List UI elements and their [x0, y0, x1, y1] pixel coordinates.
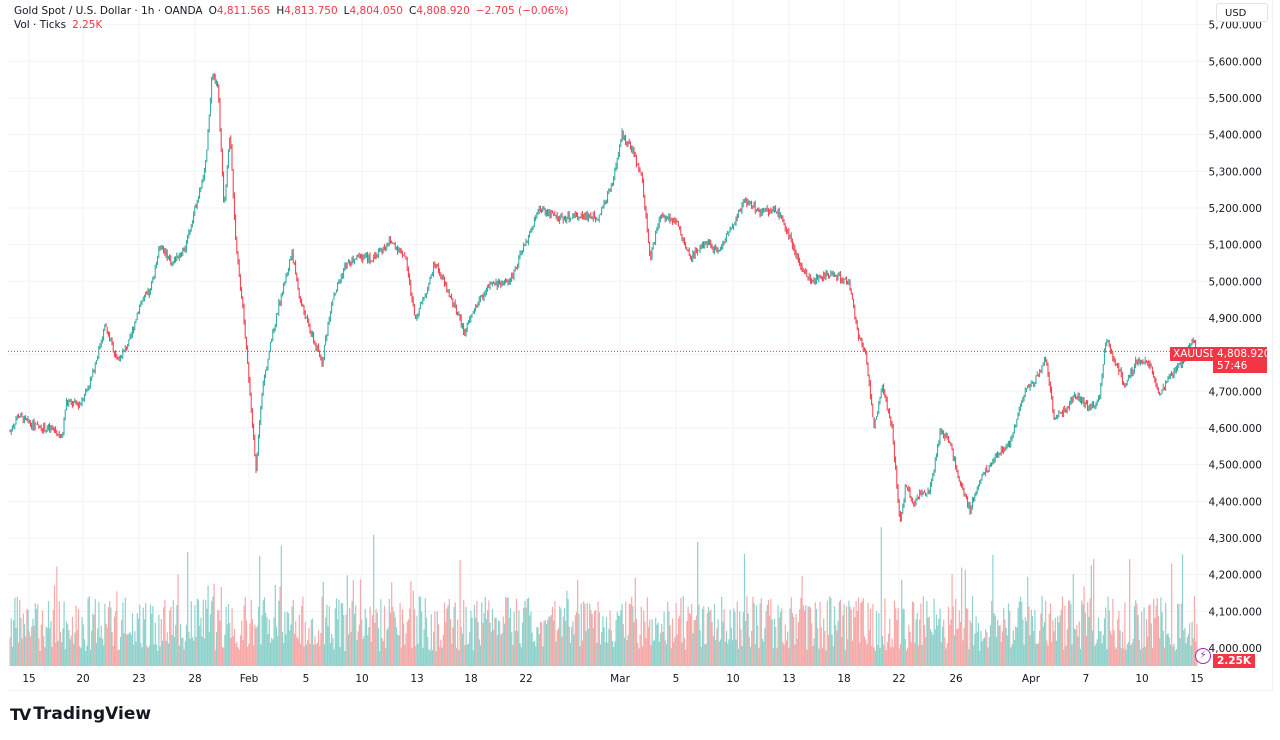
- high-label: H: [276, 5, 285, 17]
- svg-text:15: 15: [1190, 673, 1203, 685]
- svg-text:4,900.000: 4,900.000: [1209, 313, 1262, 325]
- price-candles: [9, 73, 1198, 523]
- svg-text:Apr: Apr: [1022, 673, 1041, 685]
- svg-text:7: 7: [1083, 673, 1090, 685]
- time-axis[interactable]: 15 20 23 28 Feb 5 10 13 18 22 Mar 5 10 13 18 22 26 Apr 7 10…: [22, 673, 1203, 685]
- svg-text:4,100.000: 4,100.000: [1209, 606, 1262, 618]
- svg-text:13: 13: [410, 673, 423, 685]
- low-label: L: [343, 5, 350, 17]
- svg-text:5: 5: [303, 673, 310, 685]
- svg-text:10: 10: [726, 673, 739, 685]
- change-value: −2.705 (−0.06%): [475, 5, 569, 17]
- close-label: C: [408, 5, 417, 17]
- svg-text:22: 22: [519, 673, 532, 685]
- volume-bars: [9, 527, 1198, 666]
- svg-text:5,700.000: 5,700.000: [1209, 20, 1262, 32]
- svg-text:4,300.000: 4,300.000: [1209, 533, 1262, 545]
- symbol-price-tag: XAUUSD: [1170, 347, 1221, 361]
- open-label: O: [208, 5, 217, 17]
- chart-legend: Gold Spot / U.S. Dollar · 1h · OANDA O 4,…: [14, 4, 568, 32]
- svg-text:5,200.000: 5,200.000: [1209, 203, 1262, 215]
- svg-text:4,600.000: 4,600.000: [1209, 423, 1262, 435]
- svg-text:20: 20: [76, 673, 89, 685]
- grid-lines: [8, 0, 1212, 668]
- svg-text:Feb: Feb: [240, 673, 259, 685]
- open-value: 4,811.565: [216, 5, 271, 17]
- volume-row: Vol · Ticks 2.25K: [14, 18, 568, 32]
- volume-label[interactable]: Vol · Ticks: [14, 19, 67, 31]
- svg-text:13: 13: [782, 673, 795, 685]
- svg-text:10: 10: [1135, 673, 1148, 685]
- svg-text:5: 5: [673, 673, 680, 685]
- svg-text:10: 10: [355, 673, 368, 685]
- symbol-title[interactable]: Gold Spot / U.S. Dollar · 1h · OANDA: [14, 5, 203, 17]
- price-axis[interactable]: 4,000.000 4,100.000 4,200.000 4,300.000 4,40…: [1209, 20, 1262, 655]
- svg-text:26: 26: [949, 673, 963, 685]
- svg-text:4,000.000: 4,000.000: [1209, 643, 1262, 655]
- lightning-icon[interactable]: ⚡: [1195, 648, 1211, 664]
- svg-text:4,200.000: 4,200.000: [1209, 570, 1262, 582]
- svg-text:5,000.000: 5,000.000: [1209, 276, 1262, 288]
- tradingview-logo-icon: TV: [10, 704, 31, 724]
- last-price-tag: 4,808.920 57:46: [1213, 347, 1271, 373]
- svg-text:15: 15: [22, 673, 35, 685]
- svg-text:18: 18: [464, 673, 477, 685]
- ohlc-row: Gold Spot / U.S. Dollar · 1h · OANDA O 4,…: [14, 4, 568, 18]
- svg-text:4,700.000: 4,700.000: [1209, 386, 1262, 398]
- tradingview-logo[interactable]: TV TradingView: [10, 704, 151, 724]
- bar-countdown: 57:46: [1217, 360, 1248, 372]
- svg-text:5,600.000: 5,600.000: [1209, 56, 1262, 68]
- currency-button[interactable]: USD: [1216, 3, 1268, 22]
- svg-text:4,500.000: 4,500.000: [1209, 460, 1262, 472]
- svg-text:18: 18: [837, 673, 850, 685]
- last-price-value: 4,808.920: [1217, 348, 1271, 360]
- svg-text:5,500.000: 5,500.000: [1209, 93, 1262, 105]
- high-value: 4,813.750: [284, 5, 338, 17]
- low-value: 4,804.050: [349, 5, 403, 17]
- chart-frame: [8, 0, 1273, 691]
- svg-text:28: 28: [188, 673, 201, 685]
- svg-text:23: 23: [132, 673, 145, 685]
- svg-text:5,300.000: 5,300.000: [1209, 166, 1262, 178]
- volume-value: 2.25K: [72, 19, 103, 31]
- svg-text:4,400.000: 4,400.000: [1209, 496, 1262, 508]
- svg-text:Mar: Mar: [610, 673, 630, 685]
- close-value: 4,808.920: [416, 5, 470, 17]
- svg-text:22: 22: [892, 673, 905, 685]
- svg-text:5,400.000: 5,400.000: [1209, 130, 1262, 142]
- volume-tag: 2.25K: [1213, 654, 1256, 668]
- svg-text:5,100.000: 5,100.000: [1209, 240, 1262, 252]
- logo-text: TradingView: [33, 704, 152, 724]
- price-chart[interactable]: 4,000.000 4,100.000 4,200.000 4,300.000 4,40…: [0, 0, 1280, 690]
